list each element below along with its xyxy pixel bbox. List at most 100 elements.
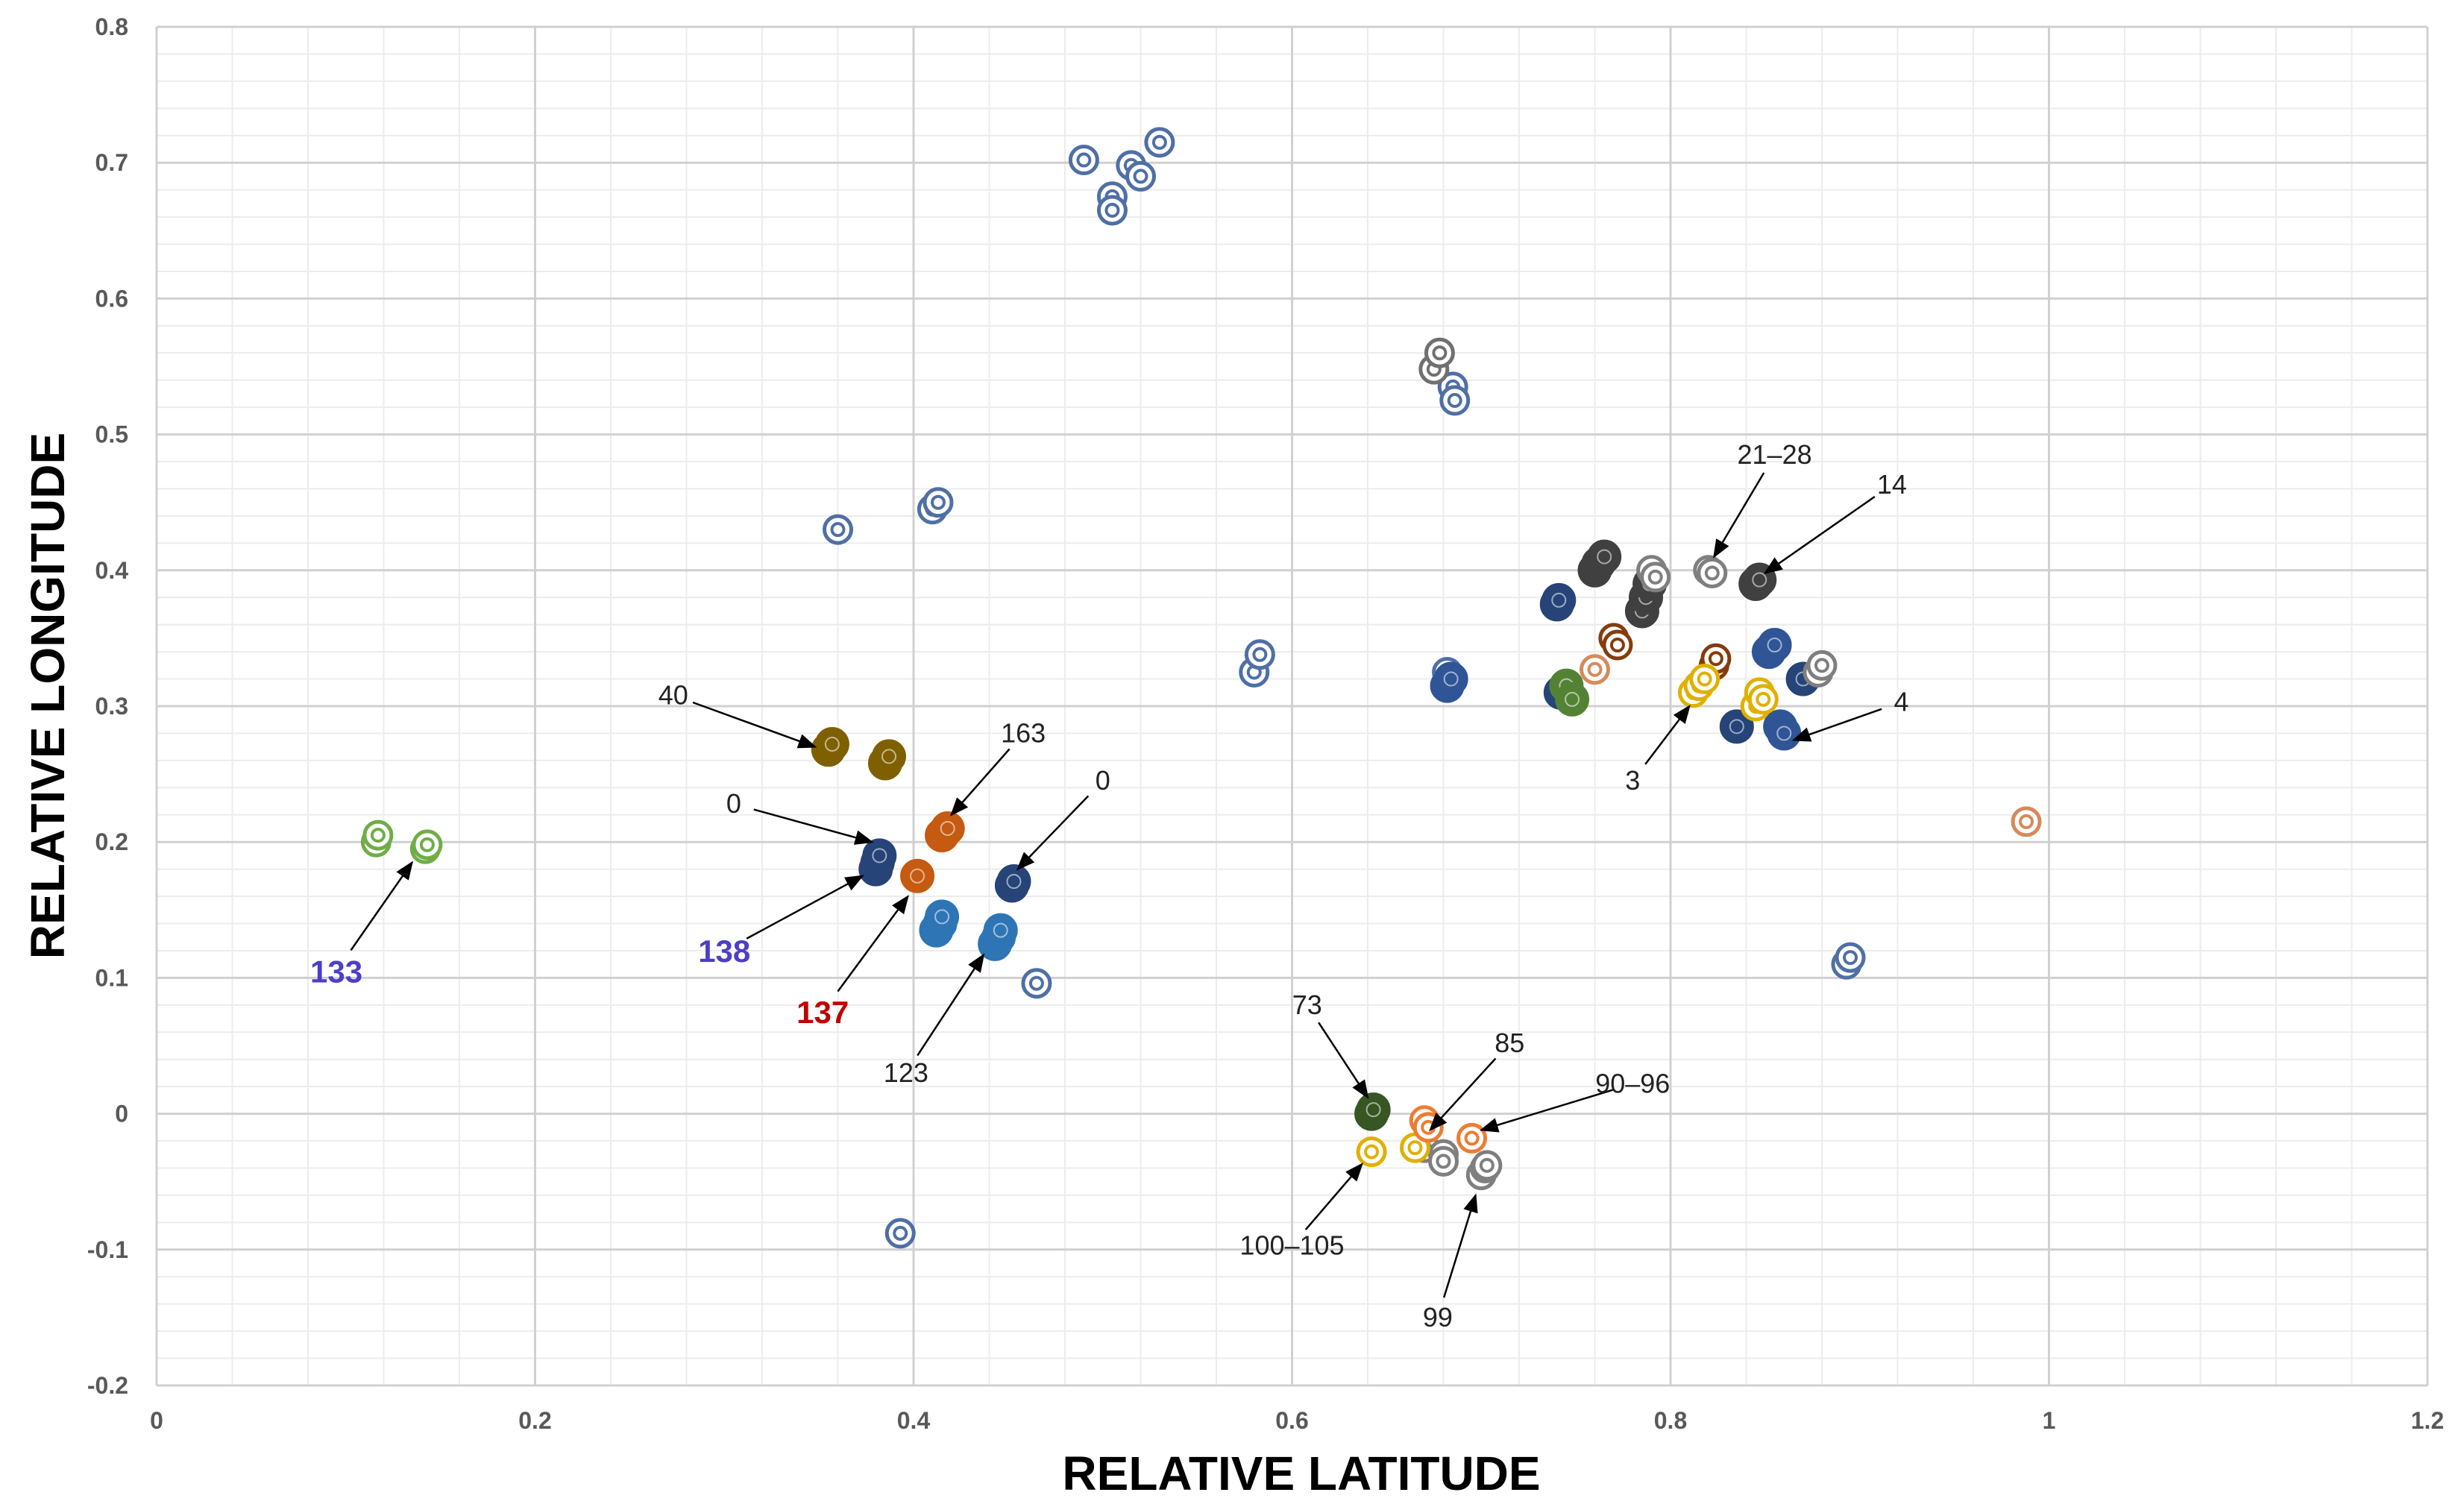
- data-point-open-blue: [923, 487, 954, 518]
- annotation-label: 3: [1625, 765, 1640, 796]
- data-point-gray: [1471, 1150, 1503, 1181]
- y-tick-label: 0.3: [95, 693, 128, 720]
- y-tick-label: 0.2: [95, 828, 128, 855]
- annotation-arrow: [1429, 1057, 1497, 1132]
- y-axis-tick-labels: -0.2 -0.1 0 0.1 0.2 0.3 0.4 0.5 0.6 0.7 0.8: [87, 13, 128, 1399]
- y-tick-label: -0.1: [87, 1236, 128, 1263]
- annotation-label: 137: [796, 995, 849, 1030]
- annotation-arrow: [1791, 708, 1882, 742]
- annotation-label: 133: [310, 954, 362, 989]
- annotation-arrow: [837, 895, 909, 992]
- data-point-open-blue: [1021, 968, 1052, 999]
- data-point-royal-blue: [1433, 661, 1468, 696]
- data-point-olive: [872, 739, 907, 774]
- data-point-open-blue: [1835, 942, 1866, 973]
- data-point-orange-dark: [900, 858, 935, 893]
- data-point-gray: [1428, 1145, 1459, 1177]
- data-point-navy: [1541, 582, 1577, 617]
- major-gridlines: [155, 25, 2429, 1387]
- data-point-open-blue: [884, 1218, 916, 1249]
- annotation-label: 138: [698, 934, 750, 969]
- data-point-yellow: [1747, 684, 1779, 715]
- data-point-green-mid: [1555, 682, 1590, 717]
- y-tick-label: 0.8: [95, 13, 128, 40]
- x-tick-label: 1: [2043, 1407, 2056, 1434]
- data-point-green: [362, 819, 394, 851]
- data-point-peach: [1580, 654, 1610, 685]
- annotation-label: 163: [1001, 717, 1046, 748]
- annotation-label: 0: [1096, 765, 1110, 796]
- data-point-yellow: [1689, 664, 1720, 695]
- data-point-open-blue: [823, 514, 853, 545]
- data-point-dark-green: [1356, 1092, 1391, 1127]
- data-point-gray: [1640, 561, 1671, 593]
- data-point-orange-dark: [930, 811, 965, 846]
- data-point-open-blue: [1096, 195, 1128, 226]
- data-point-open-blue: [1439, 385, 1471, 416]
- annotation-arrow: [753, 808, 874, 845]
- data-point-open-blue: [1068, 145, 1099, 176]
- annotations: 133 138 137 123 0 40 163 0 21–28 14 4 3 73 85 90–96 100…: [310, 439, 1909, 1333]
- annotation-label: 85: [1495, 1028, 1524, 1058]
- data-point-olive: [814, 727, 849, 762]
- data-point-light-blue: [925, 899, 960, 934]
- data-point-navy: [1719, 709, 1754, 744]
- data-point-green: [412, 829, 443, 861]
- annotation-label: 100–105: [1239, 1230, 1344, 1260]
- x-tick-label: 0.6: [1275, 1407, 1308, 1434]
- annotation-label: 40: [659, 679, 688, 710]
- annotation-arrow: [1318, 1022, 1369, 1099]
- data-point-open-blue: [1144, 127, 1175, 158]
- y-tick-label: -0.2: [87, 1372, 128, 1399]
- data-point-brown: [1602, 629, 1633, 661]
- x-tick-label: 0.8: [1654, 1407, 1687, 1434]
- annotation-label: 90–96: [1595, 1069, 1670, 1099]
- y-tick-label: 0: [115, 1101, 128, 1127]
- x-axis-tick-labels: 0 0.2 0.4 0.6 0.8 1 1.2: [150, 1407, 2444, 1434]
- data-point-navy: [862, 838, 897, 873]
- x-tick-label: 0.4: [897, 1407, 931, 1434]
- y-tick-label: 0.5: [95, 421, 128, 448]
- annotation-arrow: [1644, 705, 1691, 765]
- annotation-label: 99: [1423, 1302, 1453, 1333]
- y-tick-label: 0.6: [95, 285, 128, 312]
- data-point-gray: [1697, 557, 1728, 588]
- x-tick-label: 0: [150, 1407, 163, 1434]
- annotation-arrow: [746, 875, 864, 940]
- x-tick-label: 0.2: [518, 1407, 551, 1434]
- data-point-orange: [1456, 1122, 1488, 1154]
- data-point-peach: [2011, 806, 2042, 837]
- x-tick-label: 1.2: [2411, 1407, 2444, 1434]
- annotation-arrow: [950, 748, 1011, 817]
- annotation-arrow: [1713, 472, 1765, 559]
- annotation-arrow: [1763, 495, 1876, 574]
- y-tick-label: 0.4: [95, 557, 129, 584]
- annotation-arrow: [1304, 1163, 1364, 1230]
- data-point-open-blue: [1125, 160, 1156, 192]
- data-point-dark-gray: [1587, 539, 1622, 574]
- x-axis-title: RELATIVE LATITUDE: [1062, 1447, 1540, 1500]
- data-point-light-blue: [983, 913, 1018, 948]
- data-point-royal-blue: [1767, 716, 1802, 751]
- annotation-arrow: [692, 701, 817, 749]
- annotation-arrow: [917, 953, 985, 1057]
- data-point-navy: [996, 864, 1031, 899]
- annotation-label: 4: [1894, 687, 1909, 717]
- annotation-arrow: [350, 861, 413, 951]
- data-point-yellow: [1356, 1136, 1387, 1168]
- data-point-open-gray: [1424, 337, 1455, 368]
- annotation-label: 0: [726, 788, 741, 819]
- annotation-arrow: [1479, 1089, 1613, 1133]
- data-point-orange: [1412, 1112, 1444, 1143]
- y-tick-label: 0.1: [95, 964, 128, 991]
- annotation-label: 14: [1877, 469, 1907, 500]
- annotation-arrow: [1016, 795, 1090, 871]
- data-point-open-blue: [1244, 639, 1275, 670]
- annotation-label: 123: [884, 1057, 928, 1088]
- data-point-gray: [1806, 649, 1838, 681]
- data-point-royal-blue: [1757, 628, 1792, 663]
- y-tick-label: 0.7: [95, 149, 128, 176]
- annotation-arrow: [1442, 1193, 1478, 1298]
